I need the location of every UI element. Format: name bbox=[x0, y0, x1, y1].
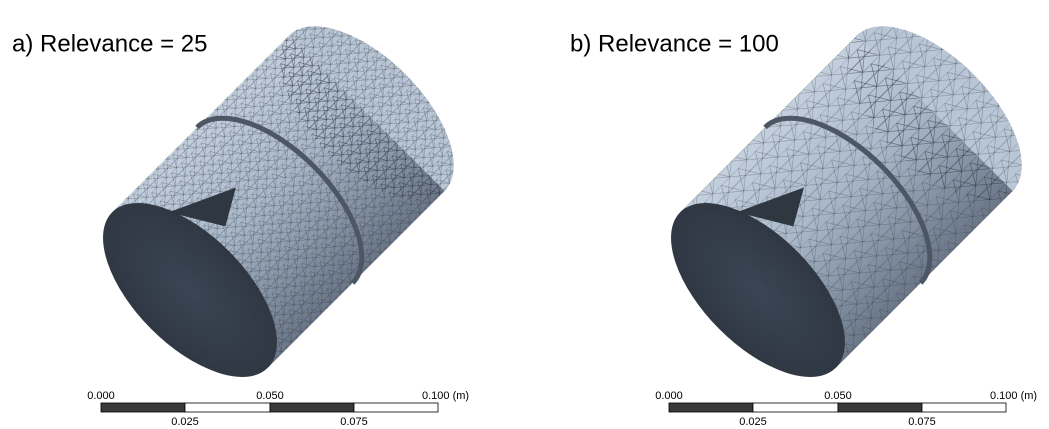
scale-label: 0.025 bbox=[171, 416, 199, 428]
scale-label: 0.050 bbox=[824, 390, 852, 402]
scale-label: 0.000 bbox=[87, 390, 115, 402]
scale-bar: 0.000 0.050 0.100 (m) 0.025 0.075 bbox=[87, 390, 469, 428]
scale-label: 0.100 (m) bbox=[990, 390, 1037, 402]
scale-label: 0.075 bbox=[908, 416, 936, 428]
panel-label: a) Relevance = 25 bbox=[12, 30, 207, 57]
panel-label: b) Relevance = 100 bbox=[570, 30, 779, 57]
scale-bar: 0.000 0.050 0.100 (m) 0.025 0.075 bbox=[655, 390, 1037, 428]
mesh-model bbox=[641, 0, 1049, 407]
panel-a: a) Relevance = 25 0.000 0.050 0.100 (m) … bbox=[12, 0, 483, 428]
panel-b: b) Relevance = 100 0.000 0.050 0.100 (m)… bbox=[570, 0, 1049, 428]
scale-label: 0.050 bbox=[256, 390, 284, 402]
scale-label: 0.075 bbox=[340, 416, 368, 428]
mesh-model bbox=[73, 0, 483, 407]
figure: a) Relevance = 25 0.000 0.050 0.100 (m) … bbox=[0, 0, 1049, 429]
scale-label: 0.100 (m) bbox=[422, 390, 469, 402]
scale-label: 0.000 bbox=[655, 390, 683, 402]
scale-label: 0.025 bbox=[739, 416, 767, 428]
